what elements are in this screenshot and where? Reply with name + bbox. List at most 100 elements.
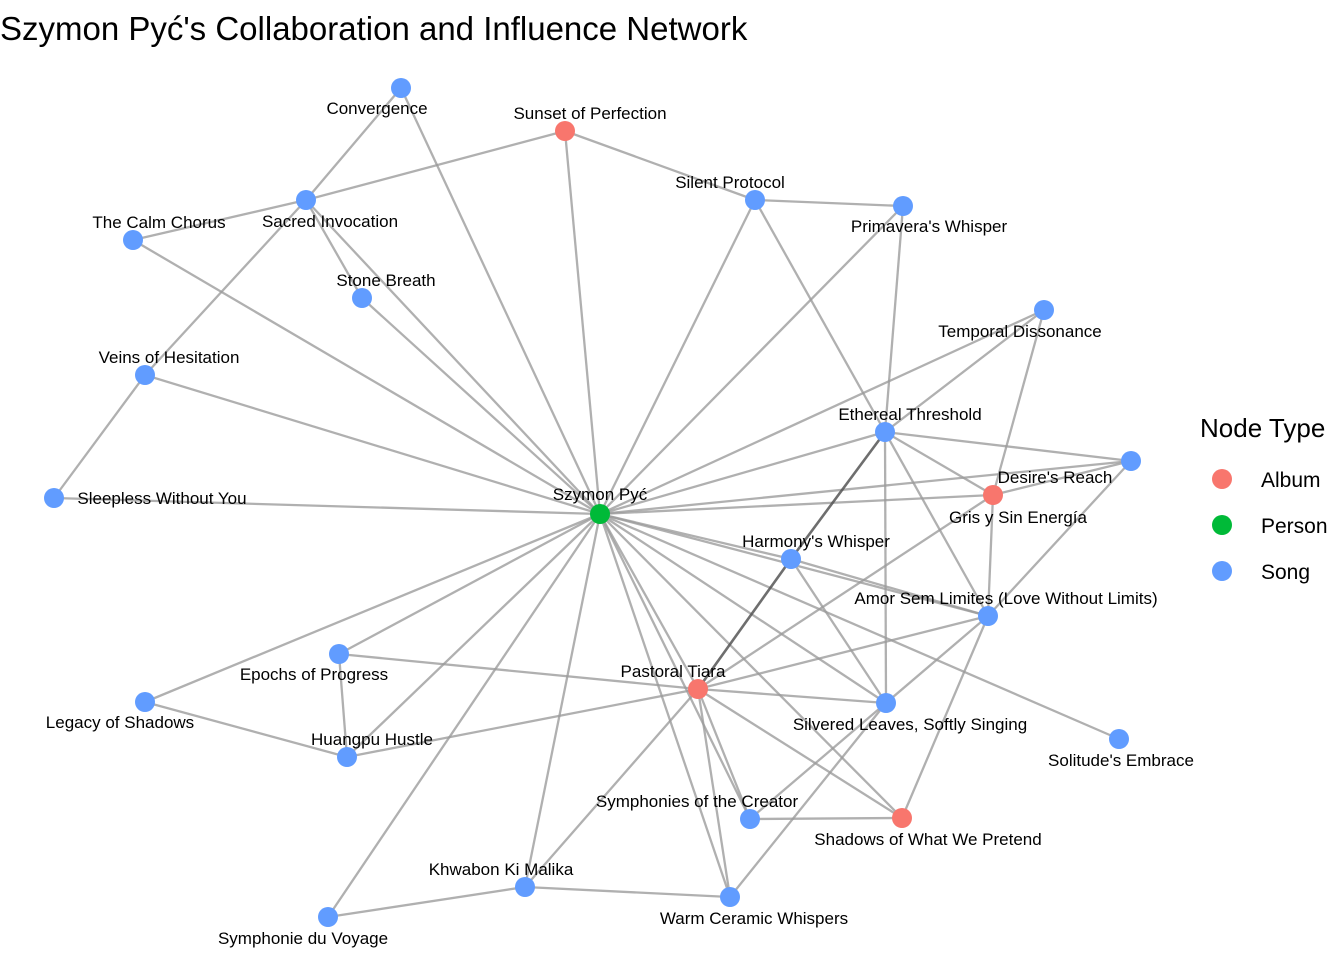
edge-pastoral-shadows	[697, 688, 903, 819]
edge-szymon-symphonies	[598, 513, 752, 820]
node-label-silvered: Silvered Leaves, Softly Singing	[793, 715, 1027, 734]
edge-harmony-amor	[790, 557, 989, 618]
node-label-desires: Desire's Reach	[998, 468, 1113, 487]
edge-szymon-stone	[361, 297, 601, 515]
edge-harmony-ethereal	[789, 431, 887, 560]
edge-ethereal-silvered	[883, 431, 888, 704]
node-ethereal[interactable]	[875, 422, 895, 442]
edge-silent-primavera	[754, 198, 904, 208]
node-label-calm: The Calm Chorus	[92, 213, 225, 232]
node-label-temporal: Temporal Dissonance	[938, 322, 1101, 341]
node-label-sacred: Sacred Invocation	[262, 212, 398, 231]
edge-khwabon-symphonie	[327, 885, 526, 919]
node-legacy[interactable]	[135, 692, 155, 712]
edge-pastoral-warm	[696, 688, 732, 898]
edge-khwabon-warm	[524, 885, 731, 899]
node-shadows[interactable]	[892, 808, 912, 828]
edge-sacred-calm	[132, 198, 307, 242]
edge-szymon-sleepless	[53, 496, 601, 516]
node-label-ethereal: Ethereal Threshold	[838, 405, 981, 424]
node-label-huangpu: Huangpu Hustle	[311, 730, 433, 749]
edge-silvered-symphonies	[749, 702, 887, 820]
edge-szymon-desires	[599, 493, 994, 516]
edge-szymon-khwabon	[523, 513, 602, 888]
node-pastoral[interactable]	[688, 679, 708, 699]
node-veins[interactable]	[135, 365, 155, 385]
legend-label-song: Song	[1261, 561, 1310, 584]
node-khwabon[interactable]	[515, 877, 535, 897]
node-gris[interactable]	[1121, 451, 1141, 471]
edge-szymon-legacy	[144, 512, 601, 704]
node-label-veins: Veins of Hesitation	[99, 348, 240, 367]
node-stone[interactable]	[352, 288, 372, 308]
node-szymon[interactable]	[590, 504, 610, 524]
node-label-shadows: Shadows of What We Pretend	[814, 830, 1041, 849]
legend: Node Type Album Person Song	[1200, 413, 1328, 584]
edge-szymon-sacred	[305, 199, 601, 515]
node-symphonies[interactable]	[740, 809, 760, 829]
legend-items: Album Person Song	[1212, 469, 1328, 584]
edge-temporal-desires	[991, 309, 1046, 496]
node-primavera[interactable]	[893, 196, 913, 216]
node-epochs[interactable]	[329, 644, 349, 664]
node-solitude[interactable]	[1109, 729, 1129, 749]
edge-szymon-veins	[144, 373, 601, 516]
edge-ethereal-amor	[883, 431, 990, 617]
edge-szymon-pastoral	[598, 513, 700, 690]
legend-key-album	[1212, 469, 1232, 489]
node-convergence[interactable]	[391, 78, 411, 98]
node-symphonie[interactable]	[318, 907, 338, 927]
edge-primavera-ethereal	[883, 205, 905, 433]
node-label-legacy: Legacy of Shadows	[46, 713, 194, 732]
edges-layer	[53, 87, 1132, 919]
node-label-pastoral: Pastoral Tiara	[621, 662, 726, 681]
nodes-layer	[44, 78, 1141, 927]
node-desires[interactable]	[983, 485, 1003, 505]
edge-silent-ethereal	[753, 199, 887, 433]
edge-sunset-silent	[564, 129, 756, 202]
edge-szymon-sunset	[563, 130, 602, 515]
node-label-silent: Silent Protocol	[675, 173, 785, 192]
edge-silvered-pastoral	[697, 687, 887, 705]
node-sacred[interactable]	[296, 190, 316, 210]
node-temporal[interactable]	[1034, 300, 1054, 320]
node-silvered[interactable]	[876, 693, 896, 713]
edge-szymon-huangpu	[346, 513, 601, 758]
edge-pastoral-khwabon	[524, 688, 699, 888]
node-label-sleepless: Sleepless Without You	[77, 489, 246, 508]
node-harmony[interactable]	[781, 549, 801, 569]
node-huangpu[interactable]	[337, 747, 357, 767]
edge-ethereal-desires	[884, 431, 994, 496]
legend-label-album: Album	[1261, 469, 1321, 492]
edge-silvered-warm	[729, 702, 887, 898]
node-label-gris: Gris y Sin Energía	[949, 508, 1087, 527]
edge-gris-desires	[992, 459, 1132, 497]
edge-szymon-convergence	[399, 87, 602, 515]
edge-szymon-shadows	[599, 513, 903, 819]
node-calm[interactable]	[123, 230, 143, 250]
node-label-warm: Warm Ceramic Whispers	[660, 909, 848, 928]
node-silent[interactable]	[745, 190, 765, 210]
node-sleepless[interactable]	[44, 488, 64, 508]
edge-szymon-solitude	[599, 512, 1120, 741]
node-label-stone: Stone Breath	[336, 271, 435, 290]
edge-pastoral-symphonies	[696, 688, 752, 820]
node-label-symphonies: Symphonies of the Creator	[596, 792, 799, 811]
edge-temporal-ethereal	[884, 309, 1045, 433]
edge-szymon-epochs	[338, 512, 601, 656]
edge-sacred-sunset	[305, 129, 566, 202]
edge-harmony-pastoral	[696, 558, 793, 690]
edge-sacred-stone	[305, 199, 363, 299]
node-amor[interactable]	[978, 606, 998, 626]
node-sunset[interactable]	[555, 121, 575, 141]
edge-veins-sleepless	[53, 374, 146, 499]
node-label-primavera: Primavera's Whisper	[851, 217, 1008, 236]
edge-szymon-ethereal	[599, 430, 886, 516]
edge-szymon-gris	[599, 459, 1132, 516]
node-warm[interactable]	[720, 887, 740, 907]
node-label-szymon: Szymon Pyć	[553, 485, 648, 504]
edge-szymon-silent	[598, 199, 757, 515]
node-label-solitude: Solitude's Embrace	[1048, 751, 1194, 770]
edge-epochs-huangpu	[337, 653, 349, 758]
